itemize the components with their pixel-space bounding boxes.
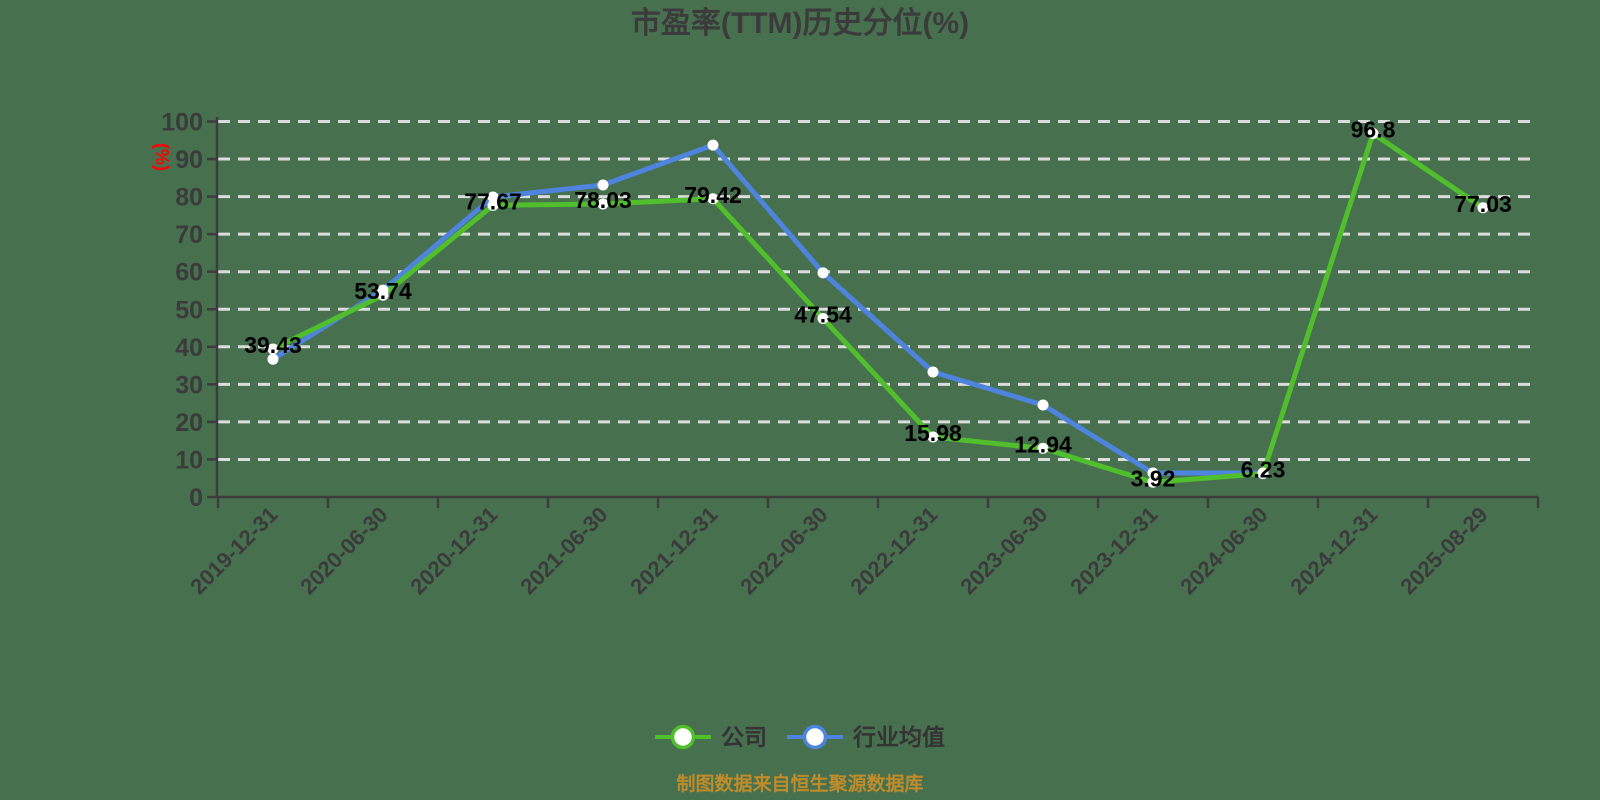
y-tick-label: 50 (175, 296, 203, 324)
data-point-行业均值 (377, 284, 389, 296)
data-points (267, 128, 1489, 488)
data-point-label: 78.03 (574, 187, 632, 213)
data-source-note: 制图数据来自恒生聚源数据库 (676, 772, 923, 795)
data-point-label: 77.03 (1454, 191, 1512, 217)
series-lines (270, 131, 1486, 485)
y-tick-label: 80 (175, 184, 203, 212)
data-point-label: 77.67 (464, 188, 522, 214)
legend-item-industry-average[interactable]: 行业均值 (787, 722, 945, 752)
legend-item-company[interactable]: 公司 (655, 722, 767, 752)
data-point-公司 (1477, 202, 1489, 214)
data-point-行业均值 (1147, 467, 1159, 479)
y-tick-label: 10 (175, 446, 203, 474)
y-tick-label: 20 (175, 409, 203, 437)
data-point-公司 (707, 193, 719, 205)
data-point-行业均值 (817, 267, 829, 279)
data-point-公司 (487, 199, 499, 211)
data-point-行业均值 (267, 353, 279, 365)
data-point-label: 12.94 (1014, 431, 1072, 457)
data-point-行业均值 (1257, 467, 1269, 479)
data-point-行业均值 (707, 139, 719, 151)
y-tick-label: 60 (175, 259, 203, 287)
legend-marker-icon (655, 724, 711, 750)
legend-label: 公司 (721, 723, 767, 750)
legend-label: 行业均值 (853, 723, 945, 750)
gridlines (218, 120, 1538, 461)
series-line-行业均值 (270, 142, 1266, 476)
data-point-行业均值 (927, 366, 939, 378)
data-point-行业均值 (1037, 399, 1049, 411)
data-labels: 39.43 53.74 77.67 78.03 79.42 47.54 15.98 12.94… (244, 117, 1512, 492)
data-point-label: 79.42 (684, 182, 742, 208)
y-tick-label: 100 (161, 109, 203, 137)
data-point-label: 47.54 (794, 301, 852, 327)
data-point-公司 (267, 343, 279, 355)
data-point-公司 (817, 312, 829, 324)
data-point-label: 53.74 (354, 278, 412, 304)
legend: 公司 行业均值 (0, 719, 1600, 755)
data-point-label: 6.23 (1241, 457, 1286, 483)
data-point-公司 (597, 198, 609, 210)
legend-marker-icon (787, 724, 843, 750)
y-tick-label: 70 (175, 221, 203, 249)
chart-title: 市盈率(TTM)历史分位(%) (631, 6, 969, 40)
data-point-行业均值 (487, 191, 499, 203)
data-point-label: 15.98 (904, 420, 962, 446)
data-point-label: 96.8 (1351, 117, 1396, 143)
data-point-label: 3.92 (1131, 465, 1176, 491)
data-point-公司 (1037, 442, 1049, 454)
y-tick-label: 30 (175, 371, 203, 399)
data-point-公司 (927, 431, 939, 443)
series-line-公司 (270, 131, 1486, 485)
data-point-label: 39.43 (244, 332, 302, 358)
y-tick-label: 90 (175, 146, 203, 174)
data-point-公司 (1367, 128, 1379, 140)
y-tick-label: 40 (175, 334, 203, 362)
y-axis-unit-label: (%) (152, 143, 172, 171)
data-point-行业均值 (597, 179, 609, 191)
legend-circle (802, 724, 828, 750)
legend-circle (670, 724, 696, 750)
y-tick-label: 0 (189, 484, 203, 512)
data-point-公司 (1147, 476, 1159, 488)
